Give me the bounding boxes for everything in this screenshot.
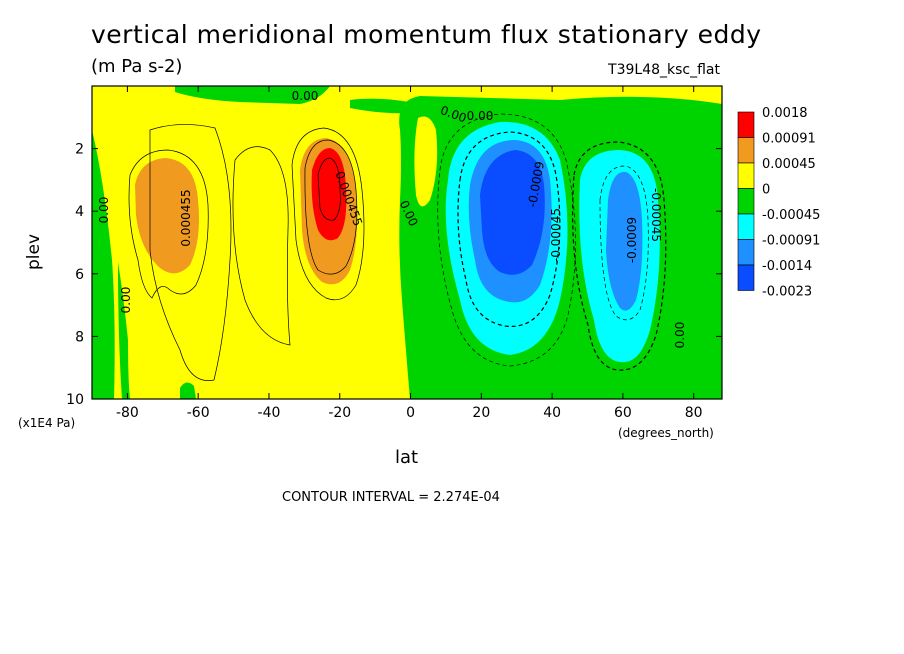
legend-label: -0.0014 [762,259,812,274]
legend-swatch [737,137,755,164]
legend-swatch [737,264,755,291]
fill-positive-pocket [414,116,438,207]
y-tick-label: 10 [66,392,84,408]
legend-swatch [737,111,755,138]
chart-units: (m Pa s-2) [91,56,183,77]
chart-title: vertical meridional momentum flux statio… [91,20,762,49]
axis-ticks: -80 -60 -40 -20 0 20 40 60 80 2 4 6 8 10 [66,86,722,421]
x-axis-label: lat [395,447,419,468]
fill-positive-large-sh [135,158,199,274]
y-tick-label: 2 [75,142,84,158]
fill-positive-max [311,148,347,241]
legend-label: -0.0023 [762,285,812,300]
contour-lines [128,113,667,381]
y-axis-units: (x1E4 Pa) [18,416,76,430]
fill-negative-large-b [606,171,643,311]
legend-label: 0.00045 [762,157,816,172]
legend-swatch [737,213,755,240]
contour-label: 0.00 [97,197,111,224]
y-tick-label: 4 [75,204,84,220]
x-axis-units: (degrees_north) [618,426,714,440]
x-tick-label: -80 [116,405,139,421]
fill-negative-small-sh-edge [92,130,115,399]
plot-frame [91,85,723,400]
legend-swatch [737,188,755,215]
run-label: T39L48_ksc_flat [608,62,720,78]
legend: 0.0018 0.00091 0.00045 0 -0.00045 -0.00091 -0.… [737,106,820,300]
y-tick-label: 8 [75,329,84,345]
legend-label: -0.00045 [762,208,820,223]
contour-label: 0.00 [119,287,133,314]
fill-negative-small-sh-strip [118,262,130,399]
contour-label: -0.00045 [649,188,663,242]
contour-label: -0.0009 [625,217,639,263]
fill-negative-max [480,150,545,275]
fill-negative-small-top [175,86,330,104]
legend-label: 0.00091 [762,132,816,147]
contour-label: 0.00 [673,322,687,349]
x-tick-label: 80 [685,405,703,421]
x-tick-label: 20 [472,405,490,421]
x-tick-label: 40 [543,405,561,421]
legend-label: 0 [762,183,770,198]
contour-interval: CONTOUR INTERVAL = 2.274E-04 [282,490,500,505]
y-tick-label: 6 [75,267,84,283]
legend-label: -0.00091 [762,234,820,249]
x-tick-label: 0 [406,405,415,421]
fill-negative-small-bottom [180,382,196,399]
legend-swatch [737,239,755,266]
x-tick-label: -60 [187,405,210,421]
filled-contours [92,86,722,399]
contour-label: 0.00 [292,89,319,103]
x-tick-label: 60 [614,405,632,421]
contour-label: 0.000455 [179,189,193,246]
fill-negative-small-top-right [350,98,430,114]
contour-label: -0.00045 [549,208,563,262]
legend-label: 0.0018 [762,106,808,121]
legend-swatch [737,162,755,189]
x-tick-label: -40 [258,405,281,421]
x-tick-label: -20 [328,405,351,421]
contour-label: 0.00 [467,109,494,123]
